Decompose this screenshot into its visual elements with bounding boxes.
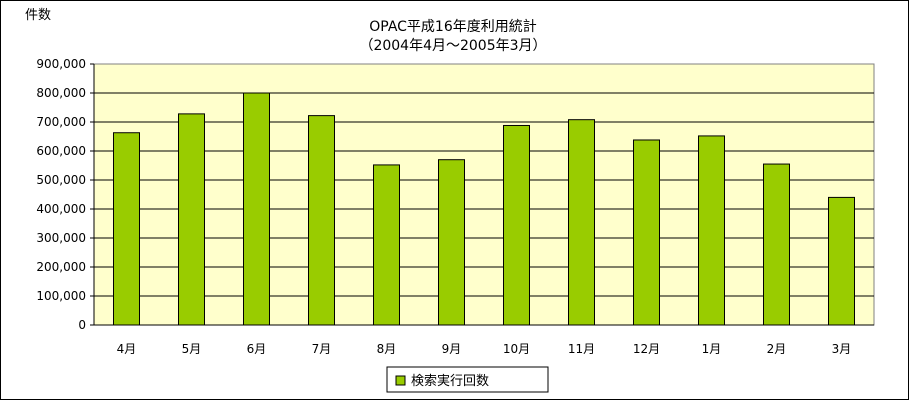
y-tick-label: 500,000 bbox=[36, 173, 86, 187]
legend-swatch bbox=[395, 375, 406, 386]
bar bbox=[438, 159, 465, 326]
x-tick-label: 11月 bbox=[568, 342, 595, 356]
x-tick-label: 4月 bbox=[117, 342, 137, 356]
y-tick-label: 800,000 bbox=[36, 86, 86, 100]
bar bbox=[568, 119, 595, 326]
x-tick-label: 3月 bbox=[832, 342, 852, 356]
x-tick-label: 5月 bbox=[182, 342, 202, 356]
x-tick-label: 9月 bbox=[442, 342, 462, 356]
chart-subtitle: （2004年4月～2005年3月） bbox=[359, 38, 546, 54]
x-tick-label: 8月 bbox=[377, 342, 397, 356]
x-tick-label: 1月 bbox=[702, 342, 722, 356]
bar bbox=[243, 92, 270, 326]
x-tick-label: 10月 bbox=[503, 342, 530, 356]
bar bbox=[503, 124, 530, 326]
y-tick-label: 200,000 bbox=[36, 260, 86, 274]
bar bbox=[828, 196, 855, 326]
x-axis-ticks: 4月 5月 6月 7月 8月 9月 10月 11月 12月 1月 2月 3月 bbox=[117, 342, 852, 356]
x-tick-label: 6月 bbox=[247, 342, 267, 356]
y-tick-label: 600,000 bbox=[36, 144, 86, 158]
bar bbox=[698, 135, 725, 326]
y-tick-label: 100,000 bbox=[36, 289, 86, 303]
y-tick-label: 300,000 bbox=[36, 231, 86, 245]
bar-series bbox=[113, 92, 855, 326]
y-tick-label: 900,000 bbox=[36, 57, 86, 71]
gridlines bbox=[94, 92, 874, 297]
x-tick-label: 7月 bbox=[312, 342, 332, 356]
bar bbox=[113, 132, 140, 326]
bar bbox=[763, 163, 790, 326]
bar bbox=[308, 115, 335, 326]
y-tick-label: 0 bbox=[78, 318, 86, 332]
legend-label: 検索実行回数 bbox=[411, 373, 489, 389]
x-tick-label: 12月 bbox=[633, 342, 660, 356]
chart-title: OPAC平成16年度利用統計 bbox=[369, 19, 537, 35]
plot-area bbox=[93, 63, 875, 326]
y-axis-ticks: 0 100,000 200,000 300,000 400,000 500,000 600,… bbox=[36, 57, 874, 332]
y-tick-label: 400,000 bbox=[36, 202, 86, 216]
legend-box bbox=[386, 366, 549, 393]
bar bbox=[373, 164, 400, 326]
legend: 検索実行回数 bbox=[386, 366, 549, 393]
y-tick-label: 700,000 bbox=[36, 115, 86, 129]
bar bbox=[633, 139, 660, 326]
x-tick-label: 2月 bbox=[767, 342, 787, 356]
y-axis-label: 件数 bbox=[25, 8, 51, 23]
bar bbox=[178, 113, 205, 326]
